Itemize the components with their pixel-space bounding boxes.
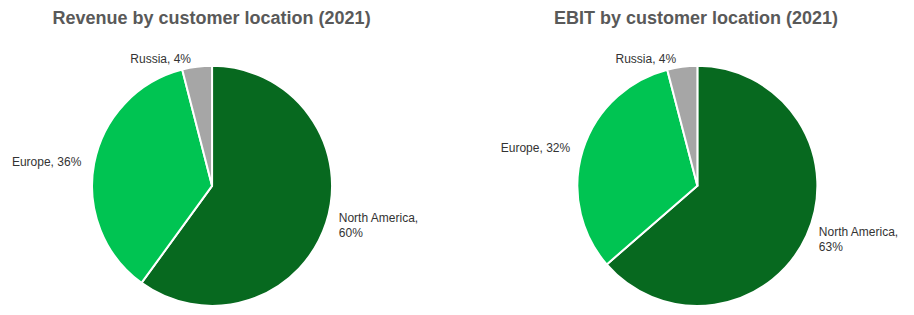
svg-text:Europe, 36%: Europe, 36%	[12, 155, 82, 169]
svg-text:Revenue by customer location (: Revenue by customer location (2021)	[53, 8, 371, 28]
svg-text:Russia, 4%: Russia, 4%	[615, 52, 676, 66]
svg-text:63%: 63%	[819, 240, 843, 254]
svg-text:Europe, 32%: Europe, 32%	[501, 141, 571, 155]
svg-text:North America,: North America,	[339, 211, 418, 225]
svg-text:North America,: North America,	[819, 225, 898, 239]
svg-text:Russia, 4%: Russia, 4%	[130, 52, 191, 66]
svg-text:60%: 60%	[339, 226, 363, 240]
svg-text:EBIT by customer location (202: EBIT by customer location (2021)	[554, 8, 838, 28]
